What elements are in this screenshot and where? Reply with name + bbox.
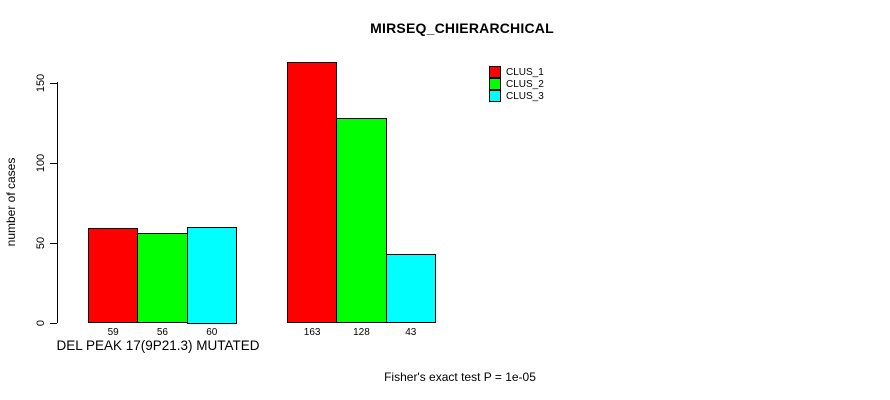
y-tick-label: 50	[35, 236, 47, 249]
bar-clus_1-group2	[287, 61, 338, 324]
bar-clus_1-group1	[88, 228, 139, 324]
bar-value-label: 60	[206, 327, 218, 338]
bar-clus_3-group2	[385, 253, 436, 324]
bar-clus_2-group1	[137, 232, 188, 324]
y-tick-mark	[50, 242, 57, 244]
y-tick-mark	[50, 82, 57, 84]
legend-swatch-icon	[489, 90, 501, 102]
legend-row-clus_3: CLUS_3	[489, 90, 544, 102]
legend-row-clus_2: CLUS_2	[489, 78, 544, 90]
legend-swatch-icon	[489, 78, 501, 90]
bar-value-label: 59	[107, 327, 119, 338]
bar-value-label: 128	[353, 327, 370, 338]
bar-clus_2-group2	[336, 117, 387, 324]
fisher-test-subtitle: Fisher's exact test P = 1e-05	[384, 370, 536, 384]
y-tick-label: 100	[35, 153, 47, 172]
legend-swatch-icon	[489, 66, 501, 78]
y-axis-line	[57, 82, 58, 323]
legend-label: CLUS_1	[506, 66, 544, 78]
y-tick-label: 0	[35, 319, 47, 326]
bar-value-label: 163	[303, 327, 321, 338]
legend-label: CLUS_2	[506, 78, 544, 90]
legend-label: CLUS_3	[506, 90, 544, 102]
bar-value-label: 43	[405, 327, 417, 338]
y-tick-mark	[50, 162, 57, 164]
y-tick-label: 150	[35, 73, 47, 92]
x-axis-label: DEL PEAK 17(9P21.3) MUTATED	[56, 338, 260, 353]
y-tick-mark	[50, 322, 57, 324]
bar-clus_3-group1	[186, 226, 237, 324]
chart-title: MIRSEQ_CHIERARCHICAL	[370, 20, 554, 36]
legend: CLUS_1 CLUS_2 CLUS_3	[489, 66, 544, 102]
legend-row-clus_1: CLUS_1	[489, 66, 544, 78]
y-axis-label: number of cases	[4, 157, 18, 247]
bar-value-label: 56	[156, 327, 168, 338]
